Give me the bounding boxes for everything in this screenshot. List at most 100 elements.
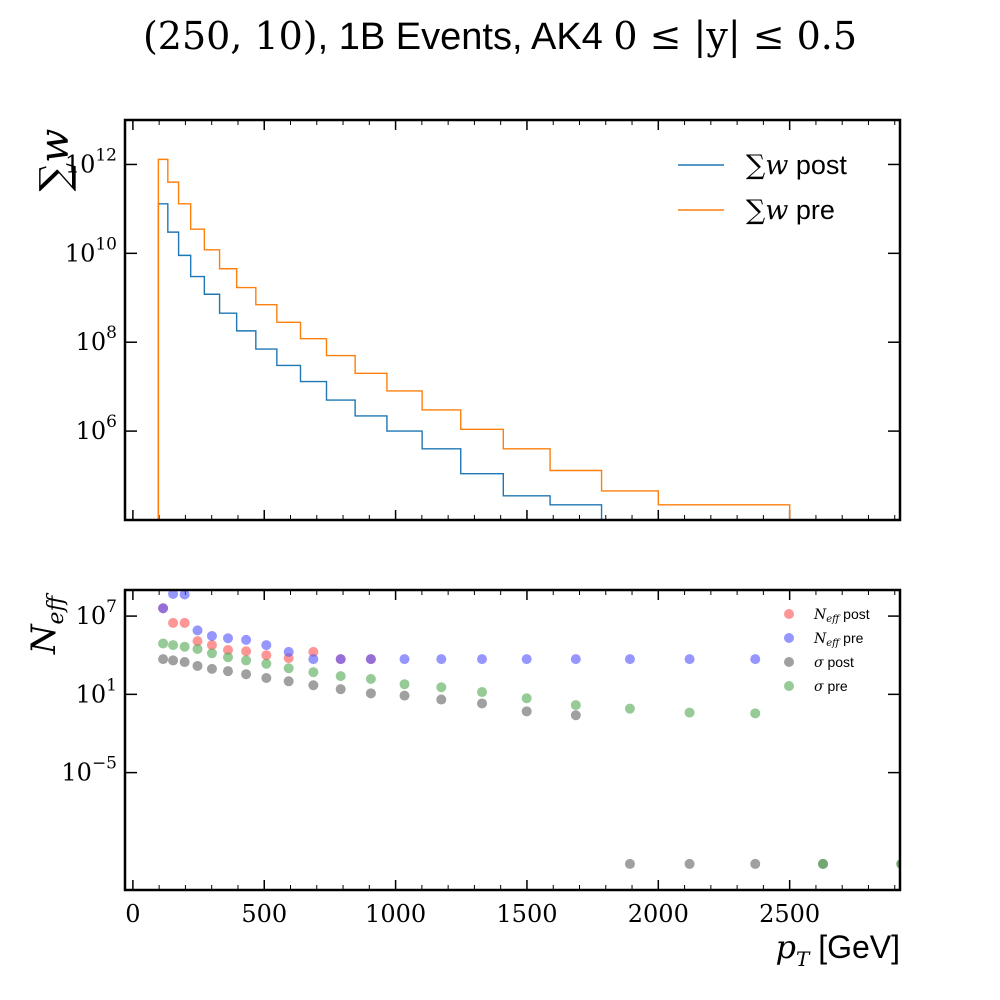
series-1-point (477, 654, 488, 665)
series-2-point (684, 858, 695, 869)
series-3-point (436, 682, 447, 693)
series-3-point (308, 667, 319, 678)
series-2-point (158, 654, 169, 665)
y-tick-label: 107 (76, 597, 117, 630)
legend-marker (784, 633, 794, 643)
series-1-point (158, 603, 169, 614)
series-0-point (241, 646, 252, 657)
series-2-point (179, 657, 190, 668)
series-2-point (308, 680, 319, 691)
series-2-point (241, 669, 252, 680)
series-3-point (570, 700, 581, 711)
y-tick-label: 1010 (65, 234, 117, 267)
series-1-point (261, 640, 272, 651)
series-1-point (399, 654, 410, 665)
series-3-point (896, 859, 900, 869)
panel-2-ticks: 10−5 101 107 (61, 590, 900, 890)
series-0-point (192, 636, 203, 647)
series-2-point (365, 688, 376, 699)
series-1-point (365, 654, 376, 665)
series-3-point (818, 858, 829, 869)
top-panel-frame (123, 118, 902, 522)
x-tick-label: 500 (241, 900, 287, 928)
series-1-point (283, 646, 294, 657)
series-1-step-line (157, 158, 791, 520)
series-3-point (283, 663, 294, 674)
top-y-axis-label: ∑w (32, 129, 78, 192)
series-3-point (168, 640, 179, 651)
series-3-point (261, 658, 272, 669)
y-tick-label: 106 (76, 412, 117, 445)
series-3-point (624, 703, 635, 714)
series-2-point (477, 698, 488, 709)
series-3-point (179, 641, 190, 652)
title-part-3: 0 ≤ |y| ≤ 0.5 (613, 14, 858, 58)
series-1-point (436, 654, 447, 665)
x-tick-label: 1000 (365, 900, 426, 928)
legend-label: Neff post (813, 606, 870, 625)
x-tick-label: 0 (125, 900, 140, 928)
title-part-1: (250, 10) (142, 14, 318, 58)
series-0-step-line (157, 203, 603, 520)
legend-label: σ pre (814, 678, 848, 695)
series-0-point (206, 640, 217, 651)
series-3-point (365, 674, 376, 685)
histogram-series (157, 158, 791, 520)
series-2-point (750, 858, 761, 869)
y-tick-label: 1012 (65, 145, 117, 178)
chart-title: (250, 10), 1B Events, AK4 0 ≤ |y| ≤ 0.5 (0, 14, 1000, 59)
series-2-point (399, 690, 410, 701)
series-0-point (168, 617, 179, 628)
series-1-point (624, 654, 635, 665)
series-1-point (750, 654, 761, 665)
series-1-point (241, 634, 252, 645)
top-legend: ∑w post ∑w pre (678, 150, 847, 226)
series-3-point (335, 671, 346, 682)
series-2-point (436, 694, 447, 705)
title-part-2: , 1B Events, AK4 (317, 16, 614, 58)
series-2-point (624, 858, 635, 869)
x-tick-label: 1500 (496, 900, 557, 928)
series-3-point (750, 708, 761, 719)
y-tick-label: 101 (76, 675, 117, 708)
bottom-legend: Neff post Neff pre σ post σ pre (784, 606, 870, 695)
series-1-point (179, 590, 190, 600)
series-2-point (521, 706, 532, 717)
series-3-point (477, 687, 488, 698)
legend-label: ∑w post (746, 150, 847, 181)
series-2-point (261, 672, 272, 683)
series-2-point (222, 666, 233, 677)
scatter-series (158, 590, 900, 869)
series-1-point (570, 654, 581, 665)
panel-1-ticks: 106 108 1010 1012 (65, 120, 900, 520)
bottom-panel-frame (123, 588, 902, 892)
series-2-point (570, 710, 581, 721)
series-2-point (283, 676, 294, 687)
series-1-point (521, 654, 532, 665)
series-3-point (206, 648, 217, 659)
series-1-point (168, 590, 179, 599)
series-2-point (335, 684, 346, 695)
x-tick-label: 2000 (628, 900, 689, 928)
series-1-point (192, 625, 203, 636)
series-2-point (168, 655, 179, 666)
legend-marker (784, 681, 794, 691)
legend-marker (784, 657, 794, 667)
legend-marker (784, 609, 794, 619)
series-2-point (206, 663, 217, 674)
series-0-point (179, 617, 190, 628)
series-3-point (158, 638, 169, 649)
x-axis-label: pT [GeV] (775, 928, 900, 971)
series-1-point (335, 654, 346, 665)
x-tick-label: 2500 (759, 900, 820, 928)
series-3-point (222, 652, 233, 663)
series-0-point (261, 650, 272, 661)
series-3-point (192, 643, 203, 654)
series-1-point (222, 633, 233, 644)
legend-label: Neff pre (813, 630, 864, 649)
legend-label: σ post (814, 654, 854, 671)
series-3-point (684, 707, 695, 718)
y-tick-label: 10−5 (61, 754, 117, 787)
series-0-point (308, 646, 319, 657)
